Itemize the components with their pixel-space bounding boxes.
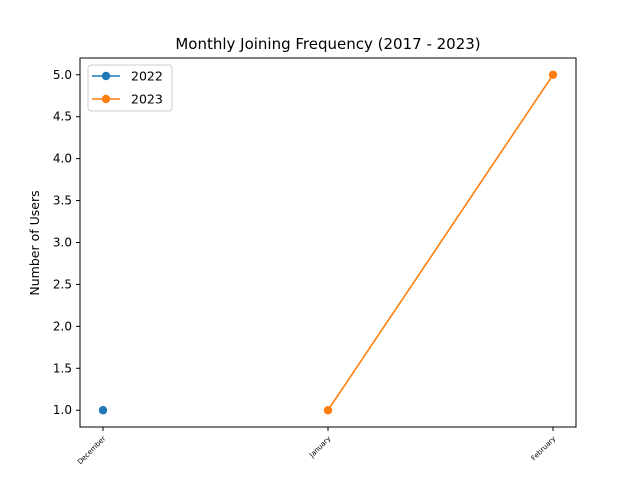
legend-label: 2023 xyxy=(131,92,163,107)
y-tick-label: 2.0 xyxy=(53,319,72,333)
y-tick-label: 1.0 xyxy=(53,403,72,417)
y-tick-label: 4.0 xyxy=(53,152,72,166)
y-tick-label: 3.0 xyxy=(53,236,72,250)
y-tick-label: 1.5 xyxy=(53,361,72,375)
data-point-2022 xyxy=(98,406,108,415)
y-tick-label: 2.5 xyxy=(53,277,72,291)
plot-area xyxy=(79,57,577,428)
x-tick-label: December xyxy=(76,435,107,466)
series-line-2023 xyxy=(327,74,554,411)
x-tick-label: February xyxy=(530,435,558,463)
chart-title: Monthly Joining Frequency (2017 - 2023) xyxy=(175,35,480,53)
y-tick-label: 5.0 xyxy=(53,68,72,82)
series-layer xyxy=(98,70,558,415)
legend-label: 2022 xyxy=(131,69,163,84)
x-tick-label: January xyxy=(307,435,332,460)
y-tick-label: 4.5 xyxy=(53,110,72,124)
data-point-2023 xyxy=(323,406,333,415)
y-tick-label: 3.5 xyxy=(53,194,72,208)
legend-marker-2022 xyxy=(101,71,111,81)
data-point-2023 xyxy=(548,70,558,79)
legend: 2022 2023 xyxy=(87,64,173,112)
y-axis-label: Number of Users xyxy=(27,190,42,295)
legend-marker-2023 xyxy=(101,94,111,104)
x-axis-ticks: December January February xyxy=(76,427,557,466)
y-axis-ticks: 1.0 1.5 2.0 2.5 3.0 3.5 4.0 4.5 5.0 xyxy=(53,68,80,417)
